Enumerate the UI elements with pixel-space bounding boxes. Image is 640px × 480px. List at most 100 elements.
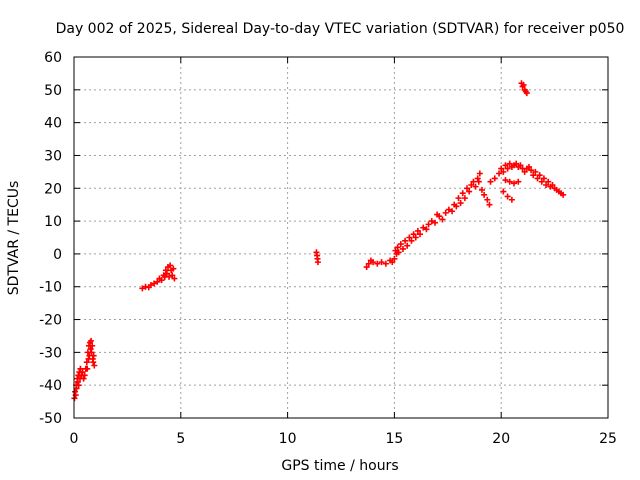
data-point [404, 242, 411, 249]
data-point [412, 234, 419, 241]
data-point [500, 188, 507, 195]
data-point [511, 180, 518, 187]
data-point [530, 172, 537, 179]
data-point [504, 165, 511, 172]
data-point [474, 175, 481, 182]
data-points [71, 80, 567, 402]
data-point [163, 270, 170, 277]
data-point [515, 178, 522, 185]
data-point [549, 181, 556, 188]
data-point [475, 178, 482, 185]
data-point [464, 185, 471, 192]
x-axis-title: GPS time / hours [281, 458, 398, 474]
data-point [543, 181, 550, 188]
y-tick-labels: -50 -40 -30 -20 -10 0 10 20 30 40 50 60 [39, 50, 62, 427]
data-point [90, 352, 97, 359]
data-point [453, 203, 460, 210]
data-point [139, 285, 146, 292]
data-point [439, 216, 446, 223]
data-point [91, 362, 98, 369]
data-point [520, 81, 527, 88]
data-point [406, 234, 413, 241]
data-point [154, 278, 161, 285]
x-tick-label: 20 [492, 431, 510, 447]
grid-lines [74, 57, 608, 418]
data-point [423, 226, 430, 233]
data-point [88, 349, 95, 356]
data-point [502, 162, 509, 169]
data-point [502, 177, 509, 184]
data-point [394, 244, 401, 251]
data-point [77, 365, 84, 372]
data-point [374, 260, 381, 267]
data-point [363, 264, 370, 271]
data-point [79, 369, 86, 376]
data-point [459, 190, 466, 197]
data-point [365, 260, 372, 267]
data-point [521, 168, 528, 175]
data-point [80, 375, 87, 382]
data-point [506, 160, 513, 167]
data-point [487, 178, 494, 185]
data-point [408, 237, 415, 244]
axis-ticks [73, 56, 609, 419]
data-point [392, 247, 399, 254]
data-point [425, 221, 432, 228]
data-point [410, 231, 417, 238]
y-tick-label: 50 [44, 83, 62, 99]
y-axis-title: SDTVAR / TECUs [6, 181, 22, 296]
data-point [468, 181, 475, 188]
y-tick-label: 40 [44, 116, 62, 132]
data-point [382, 260, 389, 267]
data-point [540, 175, 547, 182]
data-point [470, 178, 477, 185]
data-point [402, 237, 409, 244]
data-point [158, 277, 165, 284]
data-point [525, 163, 532, 170]
data-point [491, 175, 498, 182]
data-point [532, 168, 539, 175]
x-tick-label: 0 [70, 431, 79, 447]
data-point [370, 259, 377, 266]
data-point [420, 224, 427, 231]
data-point [88, 337, 95, 344]
data-point [84, 365, 91, 372]
data-point [442, 209, 449, 216]
y-tick-label: -50 [39, 411, 62, 427]
data-point [147, 282, 154, 289]
data-point [151, 280, 158, 287]
data-point [431, 219, 438, 226]
x-tick-labels: 0 5 10 15 20 25 [70, 431, 617, 447]
data-point [517, 162, 524, 169]
data-point [81, 372, 88, 379]
data-point [171, 275, 178, 282]
data-point [445, 206, 452, 213]
data-point [391, 255, 398, 262]
data-point [481, 191, 488, 198]
data-point [397, 241, 404, 248]
data-point [496, 170, 503, 177]
data-point [472, 183, 479, 190]
data-point [476, 170, 483, 177]
data-point [513, 160, 520, 167]
x-tick-label: 10 [279, 431, 297, 447]
y-tick-label: -30 [39, 345, 62, 361]
data-point [417, 231, 424, 238]
data-point [498, 165, 505, 172]
data-point [528, 167, 535, 174]
data-point [83, 359, 90, 366]
y-tick-label: -10 [39, 280, 62, 296]
data-point [395, 249, 402, 256]
data-point [428, 218, 435, 225]
y-tick-label: 0 [53, 247, 62, 263]
data-point [461, 195, 468, 202]
data-point [87, 346, 94, 353]
data-point [500, 168, 507, 175]
data-point [166, 273, 173, 280]
data-point [89, 342, 96, 349]
data-point [75, 382, 82, 389]
data-point [167, 262, 174, 269]
data-point [73, 385, 80, 392]
data-point [162, 267, 169, 274]
data-point [536, 172, 543, 179]
